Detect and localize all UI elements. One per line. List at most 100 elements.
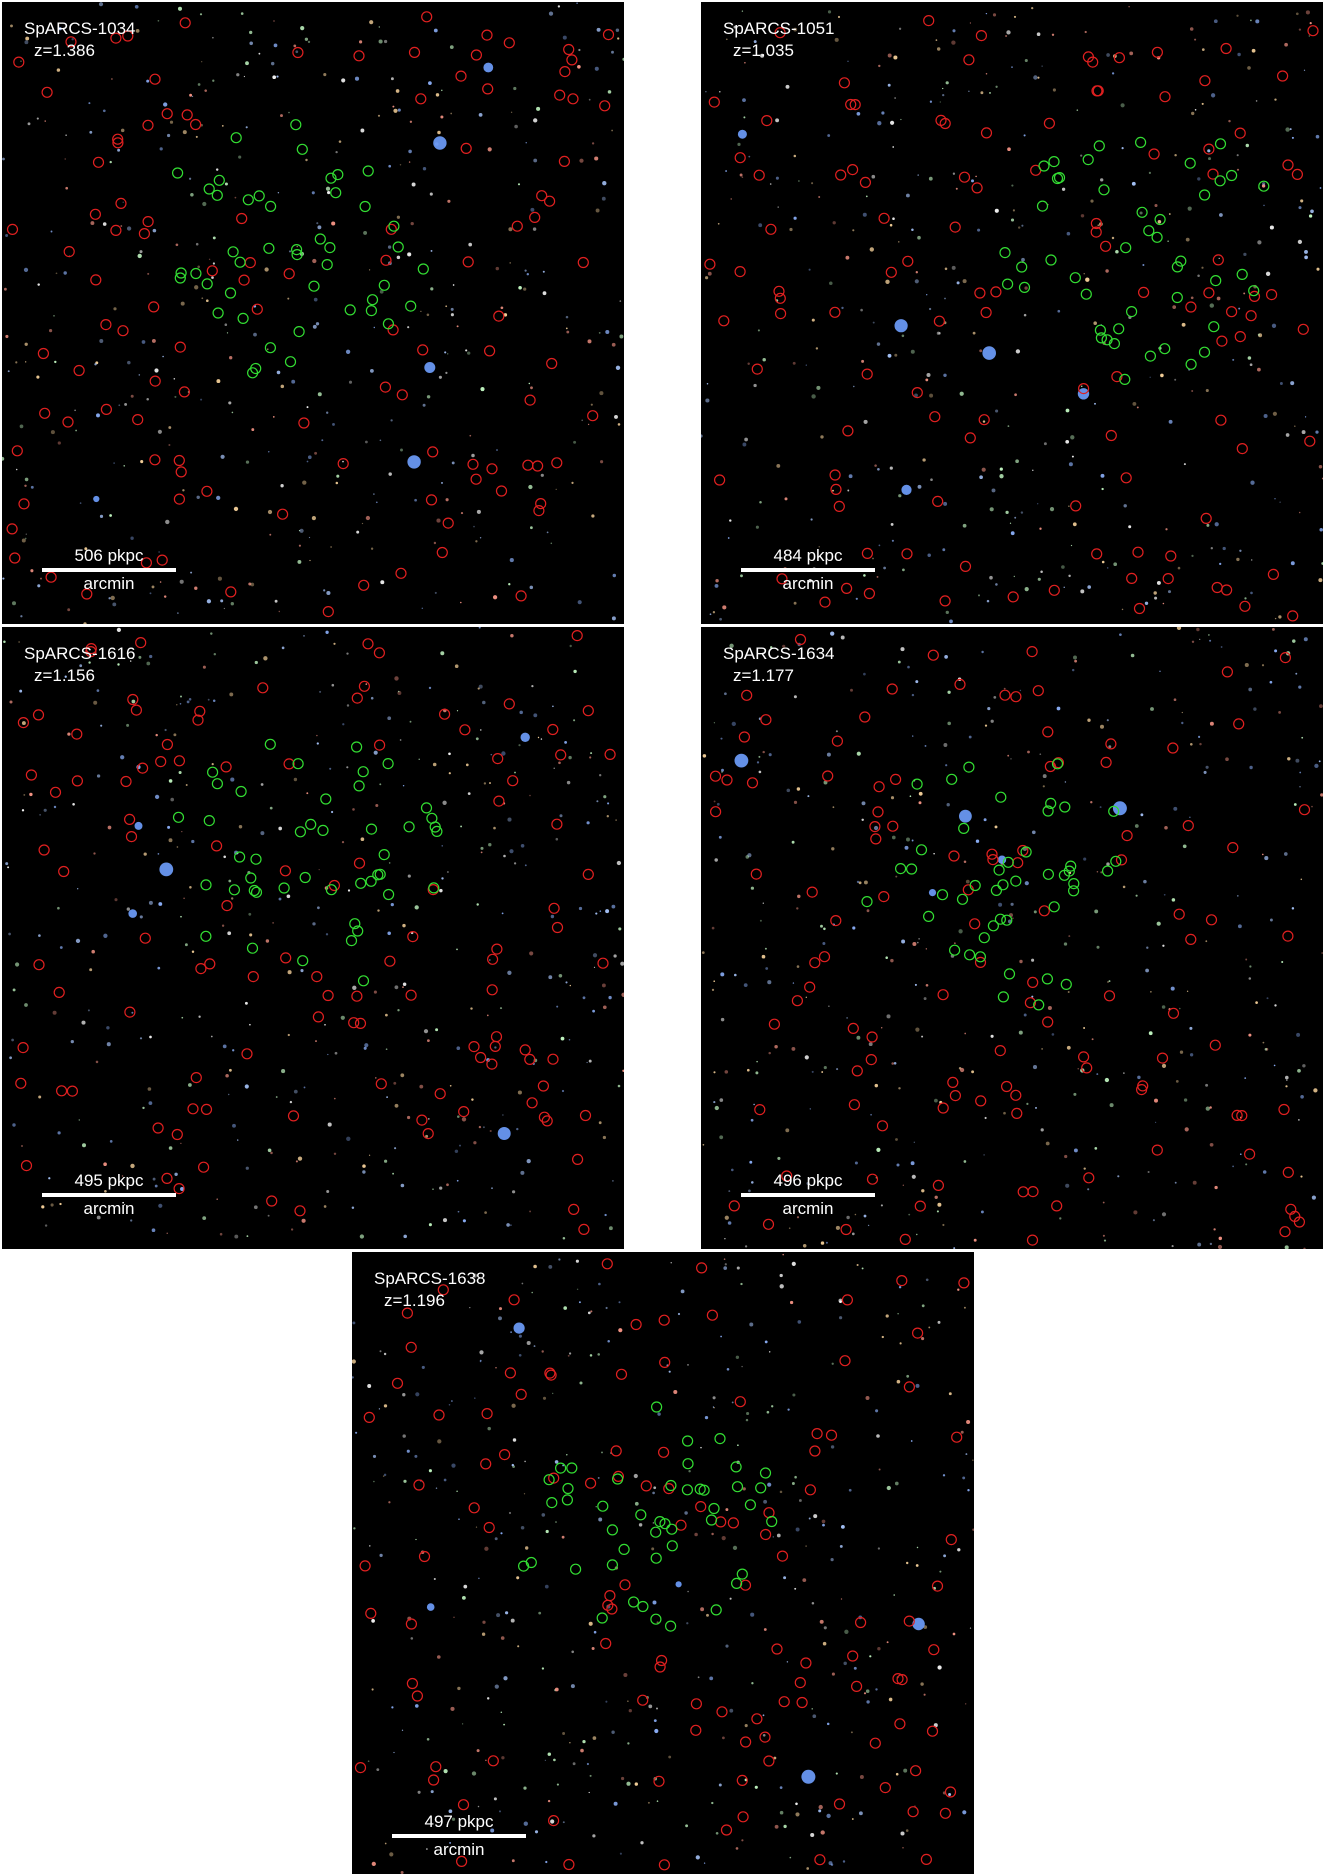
cluster-redshift: z=1.177	[733, 666, 794, 685]
source	[402, 982, 407, 986]
source	[427, 1118, 430, 1120]
source	[478, 1125, 482, 1129]
source	[65, 134, 67, 136]
source	[895, 875, 898, 878]
green-marker-circle	[1154, 213, 1166, 226]
red-marker-circle	[716, 1706, 728, 1718]
source	[808, 578, 812, 583]
source	[571, 1650, 574, 1654]
red-marker-circle	[654, 1661, 666, 1673]
source	[202, 1216, 207, 1220]
green-marker-circle	[1082, 154, 1094, 166]
source	[1243, 252, 1247, 257]
source	[426, 1848, 428, 1850]
scale-bar-unit: arcmin	[83, 1199, 135, 1218]
source	[1302, 1064, 1306, 1068]
source	[365, 515, 371, 521]
source	[390, 77, 394, 81]
source	[433, 1577, 436, 1581]
red-marker-circle	[373, 647, 385, 659]
source	[40, 577, 42, 580]
source	[149, 1035, 152, 1039]
red-marker-circle	[181, 109, 193, 121]
source	[131, 699, 136, 704]
red-marker-circle	[951, 1431, 963, 1443]
source	[747, 853, 752, 858]
source	[1115, 249, 1119, 254]
source	[835, 1225, 840, 1230]
source	[597, 1353, 600, 1356]
source	[1304, 249, 1308, 254]
red-marker-circle	[81, 588, 93, 600]
source	[587, 423, 590, 426]
source	[877, 121, 882, 126]
source	[1301, 736, 1304, 739]
source	[500, 306, 504, 310]
source	[823, 1066, 827, 1070]
source	[571, 481, 574, 485]
red-marker-circle	[175, 466, 187, 478]
source	[216, 379, 221, 384]
red-marker-circle	[225, 586, 237, 598]
source	[450, 313, 454, 317]
source	[720, 737, 723, 740]
source	[467, 792, 471, 795]
source	[911, 839, 914, 842]
green-marker-circle	[405, 300, 417, 312]
source	[428, 81, 432, 85]
source	[1238, 307, 1241, 310]
source	[1248, 687, 1253, 692]
source	[141, 340, 146, 344]
red-marker-circle	[773, 285, 785, 297]
source	[446, 871, 449, 873]
source	[148, 900, 153, 905]
source	[791, 1482, 795, 1485]
source	[588, 1059, 592, 1063]
red-marker-circle	[124, 1006, 136, 1018]
source	[947, 690, 951, 694]
source	[1266, 997, 1269, 1000]
source	[1217, 1244, 1223, 1249]
source	[841, 306, 844, 310]
source	[915, 1564, 919, 1567]
source	[688, 1469, 691, 1473]
source	[1236, 14, 1239, 17]
source	[900, 647, 905, 652]
green-marker-circle	[392, 241, 404, 253]
source	[174, 395, 177, 398]
source	[84, 547, 88, 551]
red-marker-circle	[554, 89, 566, 101]
source	[868, 1042, 873, 1047]
source	[728, 1190, 731, 1193]
red-marker-circle	[959, 560, 972, 573]
source	[709, 613, 712, 616]
source	[872, 321, 875, 324]
source	[107, 825, 112, 830]
cluster-name: SpARCS-1634	[723, 644, 835, 663]
source	[1239, 1153, 1242, 1156]
source	[458, 1518, 460, 1521]
source	[1262, 182, 1266, 186]
green-marker-circle	[235, 785, 247, 798]
source	[91, 949, 95, 954]
source	[1073, 1148, 1078, 1153]
source	[981, 650, 984, 654]
source	[811, 1070, 814, 1073]
source	[228, 401, 232, 405]
source	[407, 874, 411, 878]
source	[768, 1351, 771, 1353]
source	[1304, 255, 1308, 260]
source	[843, 1661, 847, 1666]
red-marker-circle	[774, 308, 787, 320]
red-marker-circle	[174, 341, 186, 353]
source	[1026, 1102, 1029, 1106]
source	[830, 631, 835, 636]
red-marker-circle	[548, 1814, 560, 1827]
green-marker-circle	[1185, 358, 1197, 370]
red-marker-circle	[171, 1128, 183, 1141]
source	[500, 1636, 505, 1640]
source	[529, 951, 534, 956]
green-marker-circle	[211, 189, 223, 201]
source	[188, 177, 192, 180]
green-marker-circle	[264, 738, 276, 750]
